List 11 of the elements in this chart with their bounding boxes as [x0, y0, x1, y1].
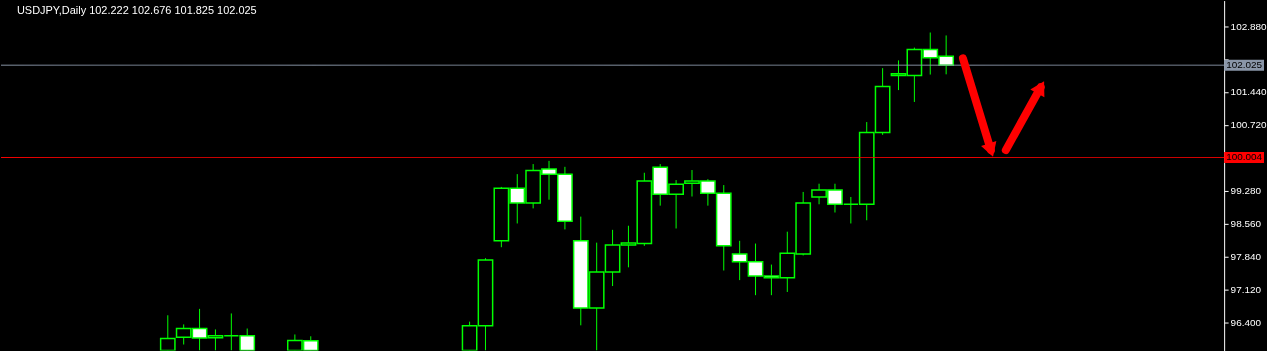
ref-line-label: 102.025: [1226, 59, 1263, 71]
chart-title: USDJPY,Daily 102.222 102.676 101.825 102.025: [16, 3, 257, 16]
y-tick-label: 102.880: [1230, 20, 1267, 32]
y-tick-label: 100.720: [1230, 119, 1267, 131]
y-tick-label: 97.840: [1230, 250, 1262, 262]
y-tick-label: 99.280: [1230, 185, 1262, 197]
y-tick-label: 98.560: [1230, 217, 1262, 229]
y-tick-label: 97.120: [1230, 283, 1262, 295]
ref-line-label: 100.004: [1226, 151, 1263, 163]
y-tick-label: 101.440: [1230, 86, 1267, 98]
y-tick-label: 96.400: [1230, 316, 1262, 328]
